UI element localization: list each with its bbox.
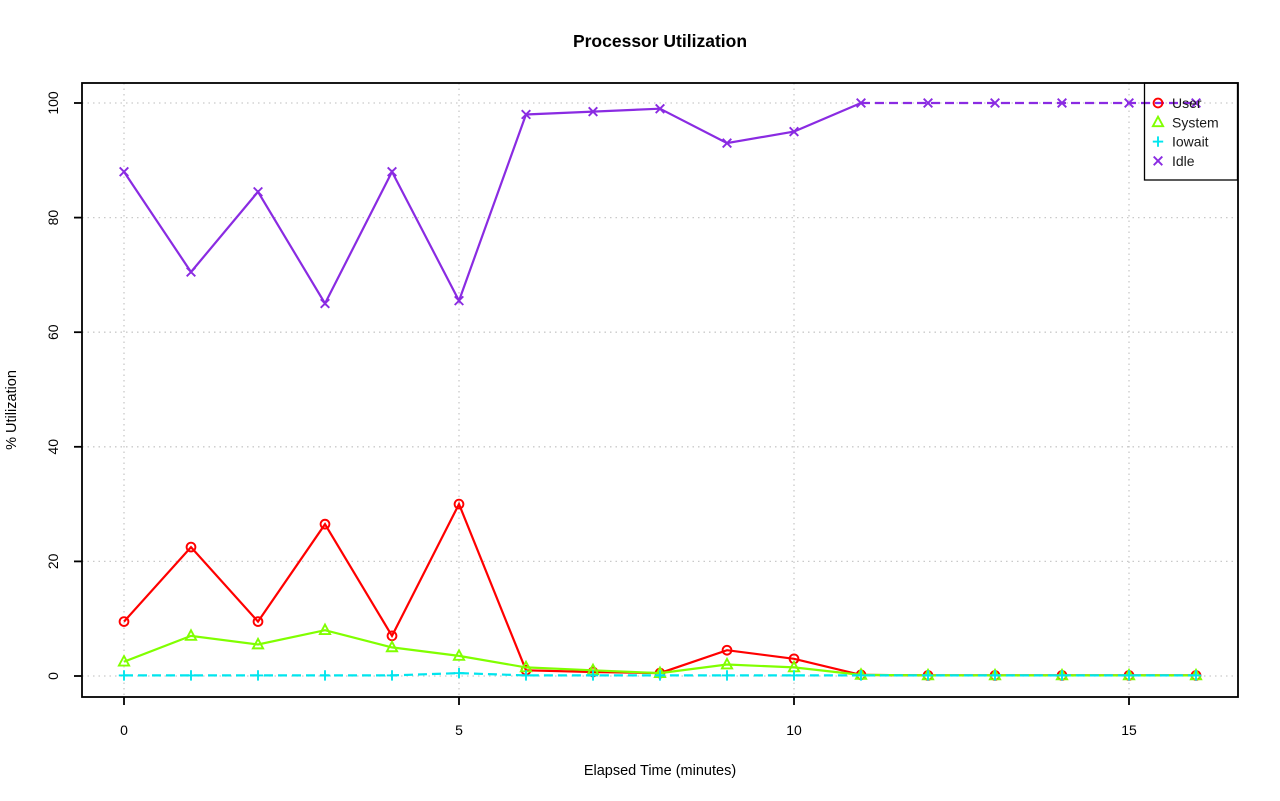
marker-triangle: [117, 654, 131, 667]
x-tick-label: 10: [786, 722, 802, 738]
x-axis-label: Elapsed Time (minutes): [584, 763, 736, 779]
marker-x: [856, 98, 866, 108]
legend-item-idle: Idle: [1153, 153, 1195, 169]
marker-x: [722, 138, 732, 149]
series-idle: [119, 98, 1201, 309]
plot-border: [81, 82, 1239, 698]
y-tick-label: 80: [45, 210, 61, 226]
marker-circle: [185, 541, 197, 553]
marker-x: [789, 126, 799, 137]
y-tick-label: 0: [45, 672, 61, 680]
marker-x: [320, 298, 330, 309]
marker-x: [1124, 98, 1134, 108]
legend-box: [1143, 82, 1239, 181]
marker-triangle: [720, 656, 734, 670]
legend-item-user: User: [1152, 95, 1202, 111]
marker-triangle: [184, 628, 198, 641]
marker-x: [521, 109, 531, 120]
marker-circle: [453, 498, 465, 510]
legend-label: Iowait: [1172, 134, 1209, 150]
marker-triangle: [318, 622, 332, 636]
marker-triangle: [452, 648, 466, 661]
legend-label: User: [1172, 95, 1202, 111]
marker-x: [253, 186, 263, 197]
marker-x: [923, 98, 933, 108]
legend-item-iowait: Iowait: [1152, 134, 1209, 150]
legend-label: Idle: [1172, 153, 1195, 169]
y-tick-label: 100: [45, 91, 61, 115]
x-tick-label: 5: [455, 722, 463, 738]
axes: 0 5 10 15 0 20 40 60 80 100: [45, 82, 1239, 738]
marker-triangle: [1151, 114, 1165, 128]
y-tick-label: 40: [45, 439, 61, 455]
y-axis-label: % Utilization: [4, 370, 20, 450]
marker-x: [1191, 98, 1201, 108]
marker-x: [186, 267, 196, 278]
marker-x: [1153, 155, 1163, 166]
marker-x: [990, 98, 1000, 108]
marker-x: [119, 166, 129, 177]
marker-triangle: [251, 636, 265, 650]
x-tick-label: 15: [1121, 722, 1137, 738]
series-user: [118, 498, 1202, 681]
legend-item-system: System: [1151, 114, 1219, 130]
chart-title: Processor Utilization: [573, 31, 747, 51]
x-tick-label: 0: [120, 722, 128, 738]
marker-circle: [319, 518, 331, 530]
marker-circle: [252, 616, 264, 627]
marker-x: [588, 106, 598, 117]
marker-circle: [118, 616, 130, 627]
series-line-solid: [123, 101, 862, 306]
marker-x: [387, 166, 397, 177]
marker-circle: [721, 644, 733, 656]
marker-circle: [1152, 97, 1164, 109]
marker-x: [655, 103, 665, 114]
series-line: [123, 501, 1196, 677]
legend: User System Iowait Idle: [1143, 82, 1239, 181]
series-iowait: [118, 667, 1202, 681]
data-series: [117, 98, 1203, 681]
marker-triangle: [385, 639, 399, 653]
marker-x: [1057, 98, 1067, 108]
y-tick-label: 60: [45, 324, 61, 340]
y-tick-label: 20: [45, 553, 61, 569]
gridlines: [82, 83, 1238, 697]
marker-x: [454, 295, 464, 306]
legend-label: System: [1172, 114, 1219, 130]
